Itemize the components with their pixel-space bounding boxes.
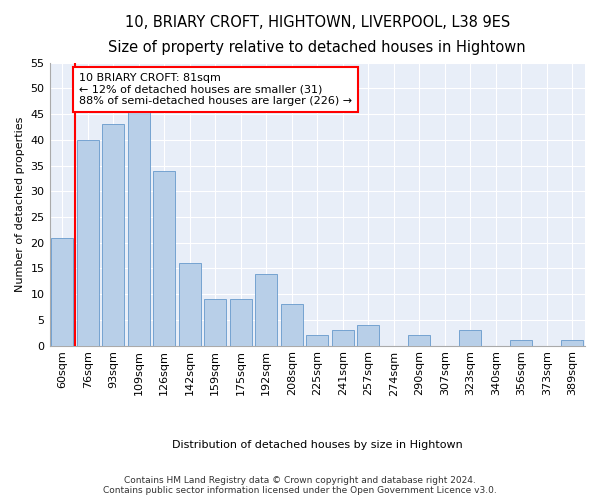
Text: 10 BRIARY CROFT: 81sqm
← 12% of detached houses are smaller (31)
88% of semi-det: 10 BRIARY CROFT: 81sqm ← 12% of detached… xyxy=(79,73,352,106)
Title: 10, BRIARY CROFT, HIGHTOWN, LIVERPOOL, L38 9ES
Size of property relative to deta: 10, BRIARY CROFT, HIGHTOWN, LIVERPOOL, L… xyxy=(109,15,526,54)
Bar xyxy=(562,340,583,345)
X-axis label: Distribution of detached houses by size in Hightown: Distribution of detached houses by size … xyxy=(172,440,463,450)
Bar xyxy=(77,140,98,346)
Bar xyxy=(103,124,124,346)
Bar xyxy=(205,300,226,346)
Bar xyxy=(460,330,481,345)
Bar xyxy=(307,336,328,345)
Bar xyxy=(358,325,379,345)
Bar xyxy=(511,340,532,345)
Bar xyxy=(256,274,277,345)
Bar xyxy=(281,304,302,346)
Bar xyxy=(179,264,200,345)
Bar xyxy=(409,336,430,345)
Bar xyxy=(154,170,175,346)
Bar xyxy=(52,238,73,346)
Bar xyxy=(230,300,251,346)
Bar xyxy=(128,109,149,346)
Y-axis label: Number of detached properties: Number of detached properties xyxy=(15,116,25,292)
Bar xyxy=(332,330,353,345)
Text: Contains HM Land Registry data © Crown copyright and database right 2024.
Contai: Contains HM Land Registry data © Crown c… xyxy=(103,476,497,495)
